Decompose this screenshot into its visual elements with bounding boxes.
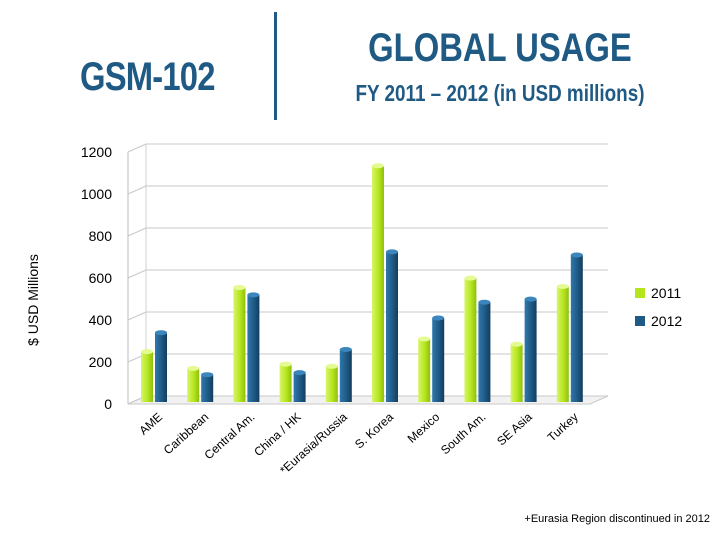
- y-tick-label: 800: [89, 228, 113, 244]
- page-subtitle: FY 2011 – 2012 (in USD millions): [355, 80, 645, 106]
- program-code: GSM-102: [80, 55, 215, 99]
- bar-2011-5: [372, 165, 384, 402]
- bar-2012-2: [247, 294, 260, 402]
- legend-swatch-2011: [635, 288, 645, 298]
- x-tick-label: Central Am.: [202, 410, 258, 462]
- x-tick-label: Turkey: [545, 410, 581, 445]
- gridline-depth: [127, 185, 147, 195]
- bar-2011-7: [464, 278, 477, 402]
- gridline-depth: [127, 143, 147, 153]
- x-tick-label: Mexico: [405, 410, 443, 446]
- bar-top-2011-3: [279, 361, 292, 367]
- bar-2011-2: [233, 287, 246, 402]
- bar-top-2011-5: [372, 163, 384, 169]
- legend-label-2011: 2011: [651, 285, 681, 301]
- bar-top-2012-6: [432, 315, 445, 321]
- page-title: GLOBAL USAGE: [368, 26, 632, 70]
- bar-top-2011-8: [510, 341, 523, 347]
- y-tick-label: 400: [89, 312, 113, 328]
- bar-2011-0: [141, 351, 153, 402]
- bar-2011-3: [279, 364, 292, 402]
- bar-top-2012-2: [247, 292, 260, 298]
- bar-2012-0: [155, 332, 167, 402]
- x-tick-label: SE Asia: [494, 410, 535, 449]
- y-tick-label: 1200: [81, 144, 112, 160]
- bar-2012-8: [524, 299, 537, 402]
- bar-top-2012-9: [570, 252, 583, 258]
- gridline-depth: [127, 227, 147, 237]
- bar-top-2011-1: [187, 365, 200, 371]
- bar-2011-6: [418, 339, 431, 402]
- bar-2011-9: [556, 286, 569, 402]
- bar-2011-4: [325, 366, 338, 402]
- bar-top-2012-7: [478, 299, 491, 305]
- bar-top-2011-0: [141, 349, 153, 355]
- bar-2012-7: [478, 302, 491, 402]
- bar-top-2011-6: [418, 336, 431, 342]
- bar-top-2012-5: [386, 249, 398, 255]
- y-tick-label: 200: [89, 354, 113, 370]
- bar-top-2012-3: [293, 370, 306, 376]
- y-tick-label: 600: [89, 270, 113, 286]
- bar-2011-8: [510, 344, 523, 402]
- bar-top-2011-2: [233, 285, 246, 291]
- bar-top-2012-1: [201, 372, 214, 378]
- bar-top-2012-0: [155, 330, 167, 336]
- bar-2012-1: [201, 374, 214, 402]
- x-tick-label: AME: [136, 410, 165, 438]
- bar-top-2011-4: [325, 363, 338, 369]
- x-tick-label: South Am.: [438, 410, 489, 457]
- bar-top-2011-9: [556, 284, 569, 289]
- bar-top-2011-7: [464, 275, 477, 281]
- y-tick-label: 1000: [81, 186, 112, 202]
- legend-swatch-2012: [635, 316, 645, 326]
- y-tick-label: 0: [104, 396, 112, 412]
- gridline-depth: [127, 311, 147, 321]
- bar-2012-5: [386, 251, 398, 402]
- bar-2012-4: [339, 349, 352, 402]
- bar-2012-3: [293, 372, 306, 402]
- x-tick-label: S. Korea: [352, 410, 396, 452]
- bar-2012-6: [432, 318, 445, 402]
- legend-label-2012: 2012: [651, 313, 682, 329]
- bar-2011-1: [187, 368, 200, 402]
- title-divider: [274, 12, 277, 120]
- bar-top-2012-8: [524, 296, 537, 302]
- bar-2012-9: [570, 255, 583, 402]
- bar-top-2012-4: [339, 347, 352, 352]
- gridline-depth: [127, 269, 147, 279]
- footnote: +Eurasia Region discontinued in 2012: [524, 513, 710, 525]
